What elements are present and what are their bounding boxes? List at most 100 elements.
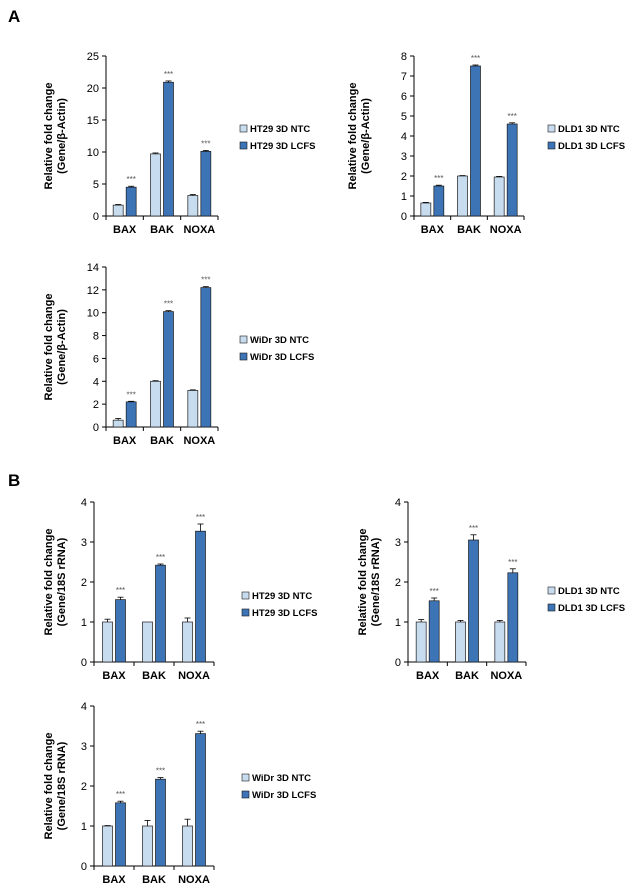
y-tick-label: 6: [93, 353, 99, 365]
y-axis-label-line: (Gene/18S rRNA): [56, 537, 68, 626]
category-label: BAK: [457, 224, 481, 236]
y-tick-label: 10: [87, 147, 99, 159]
y-tick-label: 15: [87, 115, 99, 127]
chart-3: 0 2 4 6 8 10 12 14 BAX *** BAK *** NOXA *** Relative f…: [43, 262, 314, 447]
significance-marker: ***: [196, 513, 205, 522]
y-tick-label: 0: [93, 422, 99, 434]
bar-lcfs: [507, 572, 519, 663]
y-tick-label: 5: [401, 111, 407, 123]
legend-swatch: [239, 352, 248, 361]
y-tick-label: 4: [395, 497, 401, 509]
category-label: BAX: [113, 224, 137, 236]
y-tick-label: 2: [93, 399, 99, 411]
significance-marker: ***: [196, 720, 205, 729]
bar-ntc: [150, 153, 161, 217]
y-tick-label: 3: [401, 151, 407, 163]
significance-marker: ***: [116, 586, 125, 595]
bar-ntc: [182, 825, 193, 867]
y-axis-label-line: (Gene/18S rRNA): [56, 741, 68, 830]
y-axis-label: Relative fold change(Gene/18S rRNA): [43, 529, 68, 636]
bar-lcfs: [506, 123, 518, 217]
y-tick-label: 20: [87, 83, 99, 95]
bar-ntc: [142, 621, 153, 663]
y-tick-label: 8: [401, 51, 407, 63]
y-tick-label: 0: [93, 211, 99, 223]
y-tick-label: 6: [401, 91, 407, 103]
legend-label: HT29 3D NTC: [252, 591, 312, 602]
bar-ntc: [187, 195, 199, 217]
legend-swatch: [241, 790, 250, 799]
y-tick-label: 1: [81, 821, 87, 833]
bar-ntc: [455, 621, 466, 663]
y-tick-label: 3: [81, 537, 87, 549]
bar-ntc: [187, 390, 199, 428]
legend-label: DLD1 3D NTC: [558, 586, 620, 597]
y-axis-label: Relative fold change(Gene/18S rRNA): [357, 529, 382, 636]
significance-marker: ***: [508, 558, 517, 567]
bar-ntc: [112, 419, 124, 428]
bar-ntc: [150, 380, 161, 428]
category-label: NOXA: [183, 224, 215, 236]
legend-label: HT29 3D NTC: [250, 124, 310, 135]
bar-lcfs: [163, 311, 174, 428]
category-label: BAX: [416, 670, 440, 682]
y-axis-label-line: (Gene/β-Actin): [56, 98, 68, 174]
significance-marker: ***: [156, 553, 165, 562]
bar-lcfs: [195, 733, 206, 867]
legend-swatch: [241, 608, 250, 617]
chart-5: 0 1 2 3 4 BAX *** BAK *** NOXA *** Relative fold ch…: [357, 497, 625, 682]
bar-lcfs: [195, 530, 206, 663]
significance-marker: ***: [429, 587, 438, 596]
significance-marker: ***: [126, 390, 135, 399]
category-label: BAX: [102, 670, 126, 682]
bar-lcfs: [470, 65, 481, 217]
category-label: BAX: [102, 874, 126, 885]
legend-swatch: [239, 335, 248, 344]
significance-marker: ***: [434, 174, 443, 183]
bar-lcfs: [200, 151, 212, 217]
chart-4: 0 1 2 3 4 BAX *** BAK *** NOXA *** Relative fold ch…: [43, 497, 317, 682]
legend-swatch: [241, 591, 250, 600]
y-axis-label-line: Relative fold change: [43, 83, 55, 190]
significance-marker: ***: [469, 524, 478, 533]
y-tick-label: 8: [93, 331, 99, 343]
bar-lcfs: [155, 778, 166, 867]
bar-lcfs: [433, 185, 445, 217]
y-tick-label: 3: [81, 741, 87, 753]
significance-marker: ***: [156, 767, 165, 776]
y-tick-label: 14: [87, 262, 99, 274]
y-axis-label-line: Relative fold change: [43, 733, 55, 840]
y-tick-label: 3: [395, 537, 401, 549]
category-label: NOXA: [183, 435, 215, 447]
chart-2: 0 1 2 3 4 5 6 7 8 BAX *** BAK *** NOXA *** Relative fol…: [347, 51, 625, 236]
category-label: BAK: [142, 874, 166, 885]
legend-swatch: [241, 773, 250, 782]
bar-ntc: [112, 204, 124, 217]
category-label: NOXA: [178, 874, 210, 885]
panel-label-b: B: [8, 471, 20, 490]
y-axis-label-line: Relative fold change: [43, 294, 55, 401]
y-tick-label: 4: [81, 701, 87, 713]
y-axis-label: Relative fold change(Gene/β-Actin): [43, 294, 68, 401]
y-tick-label: 2: [81, 781, 87, 793]
y-axis-label-line: (Gene/18S rRNA): [370, 537, 382, 626]
legend-swatch: [547, 586, 556, 595]
bar-ntc: [494, 621, 506, 663]
significance-marker: ***: [116, 790, 125, 799]
category-label: BAX: [113, 435, 137, 447]
category-label: BAK: [455, 670, 479, 682]
category-label: NOXA: [490, 224, 522, 236]
bar-ntc: [142, 825, 153, 867]
y-tick-label: 2: [395, 577, 401, 589]
y-tick-label: 0: [395, 657, 401, 669]
legend-label: DLD1 3D LCFS: [558, 603, 625, 614]
legend-swatch: [547, 141, 556, 150]
bar-ntc: [493, 176, 505, 217]
significance-marker: ***: [471, 54, 480, 63]
legend-label: DLD1 3D NTC: [558, 124, 620, 135]
significance-marker: ***: [126, 175, 135, 184]
y-tick-label: 25: [87, 51, 99, 63]
significance-marker: ***: [164, 300, 173, 309]
bar-lcfs: [428, 600, 440, 663]
